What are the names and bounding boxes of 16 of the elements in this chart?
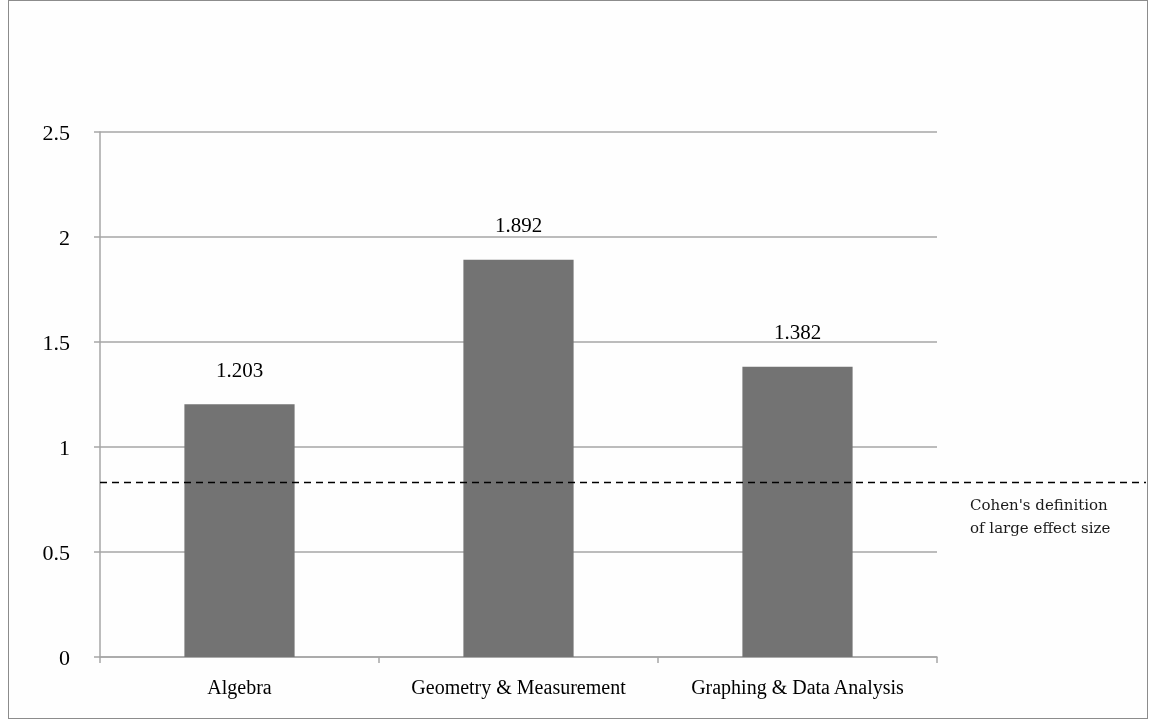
y-tick-label: 2.5 [42,119,70,145]
x-tick-label: Graphing & Data Analysis [691,676,905,699]
y-tick-label: 1.5 [42,329,70,355]
data-label: 1.382 [773,320,822,345]
y-tick-label: 0.5 [42,539,70,565]
data-label: 1.892 [494,213,543,238]
bar [184,404,295,657]
data-label: 1.203 [215,357,264,382]
y-tick-label: 0 [59,644,70,670]
x-tick-label: Geometry & Measurement [411,676,627,699]
y-tick-label: 1 [59,434,70,460]
ref-line-label: Cohen's definition of large effect size [970,496,1113,538]
y-tick-label: 2 [59,224,70,250]
bar [463,259,574,657]
bar [742,366,853,657]
x-tick-label: Algebra [207,676,272,699]
